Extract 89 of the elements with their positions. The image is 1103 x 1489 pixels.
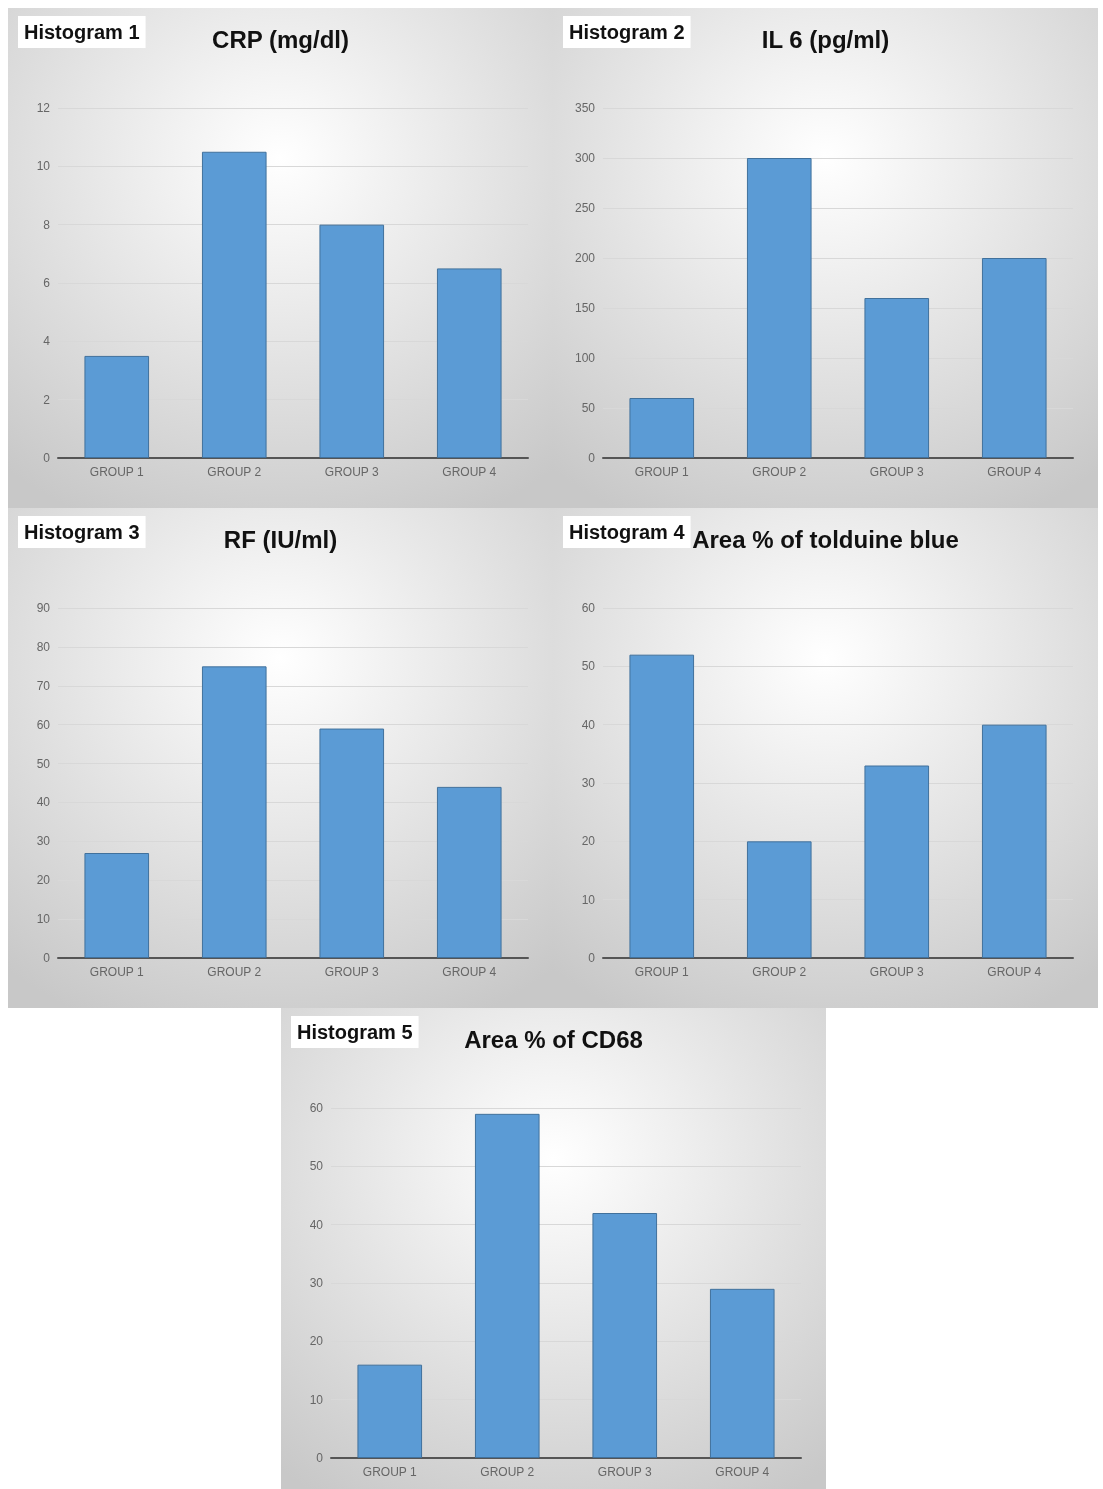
y-tick-label: 20 — [309, 1334, 323, 1349]
x-tick-label: GROUP 1 — [89, 465, 144, 479]
bar — [436, 786, 502, 958]
x-tick-label: GROUP 3 — [324, 465, 379, 479]
y-tick-label: 10 — [36, 159, 51, 174]
y-tick-label: 60 — [581, 601, 596, 615]
bar — [746, 158, 812, 458]
y-tick-label: 40 — [309, 1217, 323, 1232]
y-tick-label: 60 — [36, 717, 51, 732]
chart-title: RF (IU/ml) — [223, 525, 338, 553]
bar — [591, 1213, 657, 1458]
y-tick-label: 2 — [43, 392, 51, 407]
x-tick-label: GROUP 4 — [442, 465, 497, 479]
y-tick-label: 10 — [581, 892, 596, 907]
y-tick-label: 90 — [36, 601, 51, 615]
y-tick-label: 0 — [315, 1451, 323, 1465]
y-tick-label: 0 — [43, 951, 51, 965]
x-tick-label: GROUP 3 — [869, 465, 924, 479]
x-tick-label: GROUP 4 — [987, 965, 1042, 979]
y-tick-label: 50 — [581, 401, 596, 415]
y-tick-label: 50 — [309, 1159, 323, 1174]
x-tick-label: GROUP 4 — [442, 965, 497, 979]
y-tick-label: 150 — [574, 301, 596, 315]
y-tick-label: 30 — [581, 776, 596, 790]
y-tick-label: 0 — [588, 451, 596, 465]
x-tick-label: GROUP 3 — [324, 965, 379, 979]
y-tick-label: 350 — [574, 101, 596, 115]
x-tick-label: GROUP 2 — [207, 465, 262, 479]
x-tick-label: GROUP 4 — [714, 1465, 769, 1479]
text: Histogram 5 — [296, 1021, 413, 1043]
chart-title: Area % of tolduine blue — [692, 525, 959, 553]
x-tick-label: GROUP 3 — [869, 965, 924, 979]
y-tick-label: 0 — [43, 451, 51, 465]
x-tick-label: GROUP 1 — [89, 965, 144, 979]
bar — [356, 1364, 422, 1458]
y-tick-label: 30 — [309, 1276, 323, 1290]
x-tick-label: GROUP 1 — [634, 965, 689, 979]
x-tick-label: GROUP 1 — [634, 465, 689, 479]
y-tick-label: 50 — [36, 756, 51, 771]
chart-title: IL 6 (pg/ml) — [761, 25, 890, 53]
y-tick-label: 10 — [36, 912, 51, 927]
x-tick-label: GROUP 2 — [479, 1465, 534, 1479]
x-tick-label: GROUP 2 — [752, 965, 807, 979]
bar — [84, 853, 150, 958]
y-tick-label: 40 — [581, 717, 596, 732]
y-tick-label: 300 — [574, 151, 596, 165]
y-tick-label: 0 — [588, 951, 596, 965]
y-tick-label: 8 — [43, 217, 51, 232]
x-tick-label: GROUP 1 — [362, 1465, 417, 1479]
bar — [746, 841, 812, 958]
x-tick-label: GROUP 4 — [987, 465, 1042, 479]
x-tick-label: GROUP 2 — [752, 465, 807, 479]
chart-title: CRP (mg/dl) — [212, 25, 349, 53]
bar — [709, 1288, 775, 1458]
text: Histogram 1 — [24, 21, 140, 43]
y-tick-label: 10 — [309, 1392, 323, 1407]
bar — [84, 355, 150, 458]
bar — [981, 258, 1047, 458]
y-tick-label: 40 — [36, 795, 51, 810]
x-tick-label: GROUP 3 — [597, 1465, 652, 1479]
y-tick-label: 200 — [574, 251, 596, 265]
bar — [319, 224, 385, 458]
y-tick-label: 80 — [36, 639, 51, 654]
bar — [474, 1113, 540, 1458]
text: Histogram 2 — [569, 21, 685, 43]
bar — [629, 398, 695, 458]
y-tick-label: 50 — [581, 659, 596, 674]
bar — [319, 728, 385, 958]
chart-title: Area % of CD68 — [463, 1025, 643, 1053]
y-tick-label: 250 — [574, 201, 596, 215]
y-tick-label: 30 — [36, 834, 51, 849]
bar — [201, 666, 267, 958]
y-tick-label: 4 — [43, 334, 51, 349]
bar — [864, 765, 930, 958]
y-tick-label: 12 — [36, 101, 51, 115]
bar — [629, 654, 695, 958]
y-tick-label: 20 — [36, 873, 51, 888]
bar — [201, 151, 267, 458]
y-tick-label: 100 — [574, 351, 596, 365]
y-tick-label: 6 — [43, 276, 51, 290]
y-tick-label: 60 — [309, 1101, 323, 1115]
bar — [981, 724, 1047, 958]
bar — [436, 268, 502, 458]
bar — [864, 298, 930, 458]
x-tick-label: GROUP 2 — [207, 965, 262, 979]
y-tick-label: 20 — [581, 834, 596, 849]
y-tick-label: 70 — [36, 678, 51, 693]
text: Histogram 3 — [24, 521, 140, 543]
text: Histogram 4 — [569, 521, 686, 543]
